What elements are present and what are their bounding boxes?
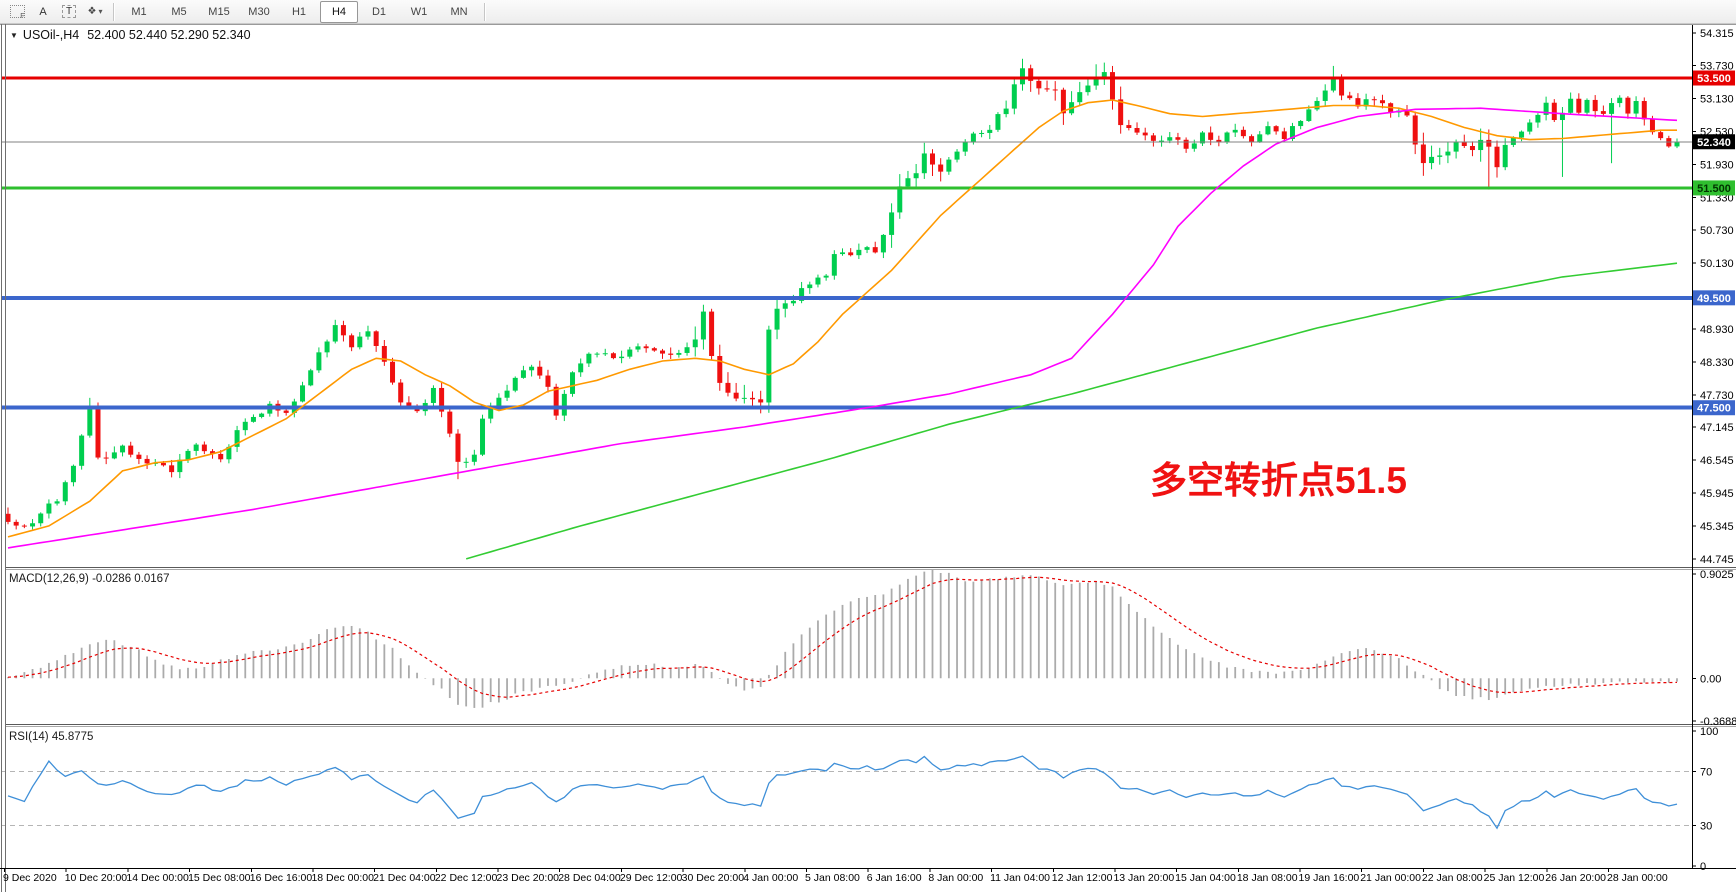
tool-icon-group: F A T ❖ ▾ [4,1,108,23]
axis-tick-label: 0.00 [1700,673,1721,685]
time-tick-label: 19 Jan 16:00 [1299,872,1360,884]
axis-tick-label: 47.730 [1700,390,1734,402]
axis-tick-label: 50.730 [1700,225,1734,237]
axis-tick-label: 100 [1700,726,1718,738]
main-price-panel [1,58,1692,560]
price-badge-52.340 [1693,134,1735,150]
chart-canvas: 54.31553.73053.13052.53051.93051.33050.7… [0,24,1736,892]
time-tick-label: 26 Jan 20:00 [1545,872,1606,884]
time-tick-label: 28 Dec 04:00 [558,872,621,884]
price-badge-text: 52.340 [1697,137,1731,149]
time-tick-label: 13 Jan 20:00 [1113,872,1174,884]
toolbar: F A T ❖ ▾ M1 M5 M15 M30 H1 H4 D1 W1 MN [0,0,1736,24]
arrow-objects-icon[interactable]: ❖ ▾ [83,1,107,23]
timeframe-mn[interactable]: MN [450,5,468,18]
axis-tick-label: 54.315 [1700,28,1734,40]
text-label-icon[interactable]: T [57,1,81,23]
axis-tick-label: 0.9025 [1700,569,1734,581]
timeframe-m30[interactable]: M30 [248,5,270,18]
timeframe-w1[interactable]: W1 [410,5,428,18]
price-badge-51.500 [1693,180,1735,196]
time-tick-label: 18 Jan 08:00 [1237,872,1298,884]
time-tick-label: 23 Dec 20:00 [497,872,560,884]
timeframe-h4[interactable]: H4 [320,0,358,23]
ma-fast-orange [7,99,1677,538]
axis-tick-label: -0.3688 [1700,716,1736,728]
rsi-panel [1,755,1692,830]
ma-long-green [465,262,1678,560]
ma-slow-magenta [7,107,1678,549]
axis-tick-label: 53.730 [1700,60,1734,72]
time-tick-label: 12 Jan 12:00 [1052,872,1113,884]
time-tick-label: 29 Dec 12:00 [620,872,683,884]
time-tick-label: 16 Dec 16:00 [250,872,313,884]
time-tick-label: 9 Dec 2020 [3,872,57,884]
arrow-objects-icon: ❖ [87,6,97,17]
time-tick-label: 15 Jan 04:00 [1175,872,1236,884]
time-tick-label: 10 Dec 20:00 [65,872,128,884]
price-badge-53.500 [1693,70,1735,86]
price-badge-text: 51.500 [1697,183,1731,195]
price-badge-text: 47.500 [1697,403,1731,415]
axis-tick-label: 0 [1700,861,1706,873]
toolbar-separator [113,2,114,21]
timeframe-d1[interactable]: D1 [371,5,387,18]
timeframe-buttons: M1 M5 M15 M30 H1 H4 D1 W1 MN [119,0,479,23]
time-tick-label: 4 Jan 00:00 [743,872,798,884]
text-a-icon[interactable]: A [39,5,47,18]
axis-tick-label: 70 [1700,767,1712,779]
panel-frame [0,24,1736,892]
time-tick-label: 25 Jan 12:00 [1484,872,1545,884]
time-axis: 9 Dec 2020 10 Dec 20:00 14 Dec 00:00 15 Dec… [3,868,1668,884]
time-tick-label: 14 Dec 00:00 [126,872,189,884]
time-tick-label: 22 Dec 12:00 [435,872,498,884]
grid-f-icon: F [9,5,25,20]
horizontal-lines-layer [1,76,1692,410]
chart-background [0,24,1736,892]
time-tick-label: 15 Dec 08:00 [188,872,251,884]
axis-tick-label: 50.130 [1700,258,1734,270]
time-tick-label: 28 Jan 00:00 [1607,872,1668,884]
time-tick-label: 30 Dec 20:00 [682,872,745,884]
grid-f-icon[interactable]: F [5,1,29,23]
time-tick-label: 18 Dec 00:00 [311,872,374,884]
timeframe-m1[interactable]: M1 [131,5,147,18]
dropdown-caret-icon[interactable]: ▾ [98,7,103,16]
axis-tick-label: 44.745 [1700,554,1734,566]
macd-panel [7,570,1678,708]
time-tick-label: 21 Jan 00:00 [1360,872,1421,884]
axis-tick-label: 48.930 [1700,324,1734,336]
toolbar-separator [484,2,485,21]
time-tick-label: 6 Jan 16:00 [867,872,922,884]
timeframe-m15[interactable]: M15 [208,5,230,18]
macd-signal-line [7,576,1678,698]
price-axis: 54.31553.73053.13052.53051.93051.33050.7… [1692,28,1736,873]
time-tick-label: 21 Dec 04:00 [373,872,436,884]
time-tick-label: 11 Jan 04:00 [990,872,1050,884]
axis-tick-label: 47.145 [1700,422,1734,434]
price-badge-text: 49.500 [1697,293,1731,305]
axis-tick-label: 46.545 [1700,455,1734,467]
time-tick-label: 5 Jan 08:00 [805,872,860,884]
rsi-line [7,755,1678,830]
axis-tick-label: 51.930 [1700,159,1734,171]
axis-tick-label: 45.945 [1700,488,1734,500]
timeframe-m5[interactable]: M5 [171,5,187,18]
axis-tick-label: 30 [1700,821,1712,833]
text-label-icon: T [61,5,77,18]
timeframe-h1[interactable]: H1 [291,5,307,18]
time-tick-label: 22 Jan 08:00 [1422,872,1483,884]
time-tick-label: 8 Jan 00:00 [928,872,983,884]
price-badge-47.500 [1693,400,1735,416]
axis-tick-label: 48.330 [1700,357,1734,369]
axis-tick-label: 45.345 [1700,521,1734,533]
price-badge-49.500 [1693,290,1735,306]
price-badge-text: 53.500 [1697,73,1731,85]
axis-tick-label: 53.130 [1700,93,1734,105]
